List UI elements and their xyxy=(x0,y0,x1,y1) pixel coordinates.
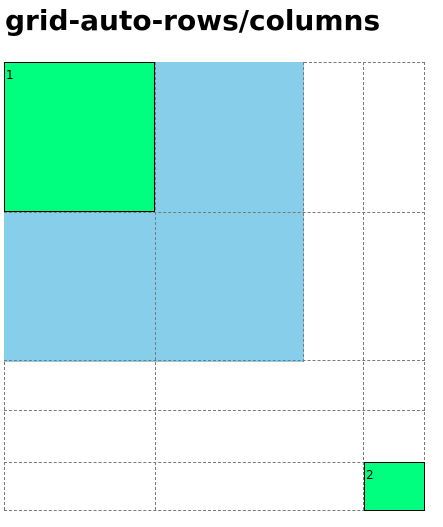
grid-row-line xyxy=(4,410,425,411)
grid-container: 1 2 xyxy=(4,62,425,511)
grid-column-line xyxy=(424,62,425,510)
grid-item-label: 2 xyxy=(366,468,374,482)
page-title: grid-auto-rows/columns xyxy=(5,4,381,37)
grid-row-line xyxy=(4,510,425,511)
grid-item-1: 1 xyxy=(4,62,155,212)
grid-item-2: 2 xyxy=(364,462,425,511)
grid-row-line xyxy=(4,462,425,463)
grid-column-line xyxy=(4,362,5,510)
grid-column-line xyxy=(363,62,364,510)
grid-row-line xyxy=(304,62,425,63)
grid-item-label: 1 xyxy=(6,68,14,82)
